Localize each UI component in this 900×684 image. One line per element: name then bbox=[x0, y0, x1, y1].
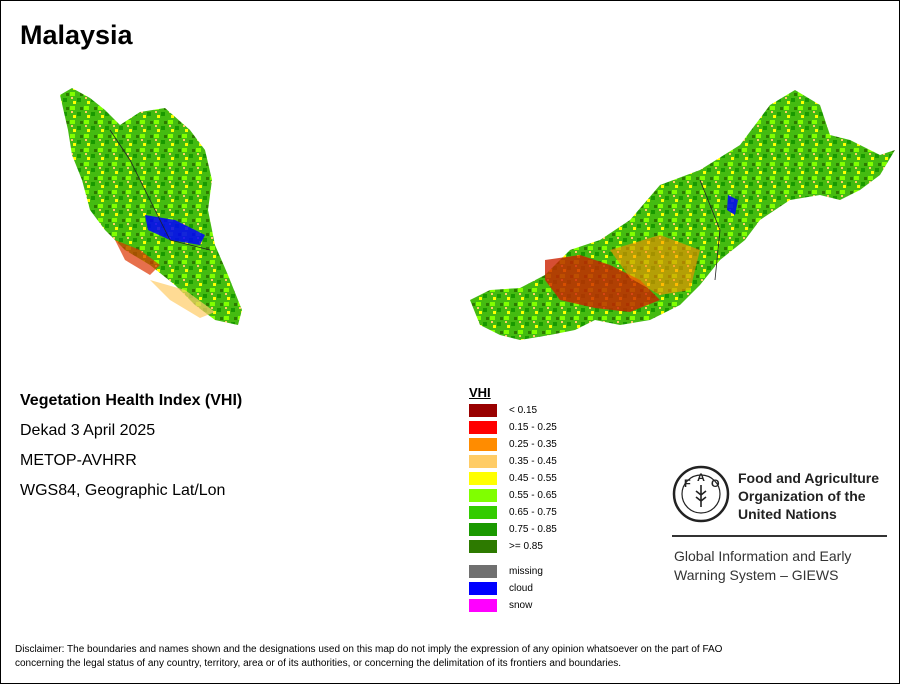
legend-label: 0.25 - 0.35 bbox=[509, 439, 557, 450]
fao-divider bbox=[672, 535, 887, 537]
svg-text:O: O bbox=[711, 478, 720, 490]
legend-label: cloud bbox=[509, 583, 533, 594]
legend-label: 0.45 - 0.55 bbox=[509, 473, 557, 484]
cloud-area-peninsula bbox=[145, 215, 205, 245]
legend-swatch bbox=[469, 523, 497, 536]
map-info: Vegetation Health Index (VHI) Dekad 3 Ap… bbox=[20, 390, 242, 510]
legend-item: 0.75 - 0.85 bbox=[469, 521, 557, 538]
legend-item: 0.45 - 0.55 bbox=[469, 470, 557, 487]
fao-name-line: United Nations bbox=[738, 506, 837, 522]
legend-swatch bbox=[469, 599, 497, 612]
svg-text:F: F bbox=[684, 478, 691, 490]
legend-label: 0.55 - 0.65 bbox=[509, 490, 557, 501]
cloud-area-borneo bbox=[727, 195, 738, 215]
legend-label: >= 0.85 bbox=[509, 541, 543, 552]
legend-label: 0.65 - 0.75 bbox=[509, 507, 557, 518]
moderate-vhi-area-sarawak bbox=[610, 235, 700, 295]
sensor-label: METOP-AVHRR bbox=[20, 452, 137, 469]
legend-item: < 0.15 bbox=[469, 402, 557, 419]
legend-label: 0.15 - 0.25 bbox=[509, 422, 557, 433]
vhi-map bbox=[60, 88, 895, 340]
legend-title: VHI bbox=[469, 385, 491, 400]
map-title: Malaysia bbox=[20, 20, 133, 50]
legend-swatch bbox=[469, 565, 497, 578]
vhi-legend: VHI < 0.15 0.15 - 0.25 0.25 - 0.35 0.35 … bbox=[469, 385, 557, 614]
legend-swatch bbox=[469, 455, 497, 468]
legend-item: >= 0.85 bbox=[469, 538, 557, 555]
giews-line: Warning System – GIEWS bbox=[674, 567, 839, 583]
giews-name: Global Information and Early Warning Sys… bbox=[674, 547, 900, 585]
fao-logo-icon: F A O bbox=[672, 465, 730, 523]
giews-line: Global Information and Early bbox=[674, 548, 852, 564]
legend-label: snow bbox=[509, 600, 533, 611]
legend-swatch bbox=[469, 438, 497, 451]
legend-item: 0.65 - 0.75 bbox=[469, 504, 557, 521]
fao-name: Food and Agriculture Organization of the… bbox=[738, 469, 898, 523]
legend-extras: missing cloud snow bbox=[469, 563, 557, 614]
disclaimer-line: Disclaimer: The boundaries and names sho… bbox=[15, 644, 723, 655]
disclaimer-line: concerning the legal status of any count… bbox=[15, 658, 622, 669]
period-label: Dekad 3 April 2025 bbox=[20, 422, 156, 439]
disclaimer: Disclaimer: The boundaries and names sho… bbox=[15, 643, 885, 671]
fao-name-line: Food and Agriculture bbox=[738, 470, 880, 486]
projection-label: WGS84, Geographic Lat/Lon bbox=[20, 482, 226, 499]
borneo-malaysia-region bbox=[470, 90, 895, 340]
fao-name-line: Organization of the bbox=[738, 488, 866, 504]
legend-label: missing bbox=[509, 566, 543, 577]
legend-classes: < 0.15 0.15 - 0.25 0.25 - 0.35 0.35 - 0.… bbox=[469, 402, 557, 555]
legend-item: 0.55 - 0.65 bbox=[469, 487, 557, 504]
moderate-vhi-area-peninsula bbox=[150, 280, 215, 318]
legend-item: cloud bbox=[469, 580, 557, 597]
low-vhi-area-sarawak bbox=[545, 255, 660, 312]
legend-item: missing bbox=[469, 563, 557, 580]
peninsular-malaysia-region bbox=[60, 88, 242, 325]
low-vhi-area-peninsula bbox=[115, 240, 160, 275]
legend-label: < 0.15 bbox=[509, 405, 538, 416]
legend-swatch bbox=[469, 582, 497, 595]
index-name: Vegetation Health Index (VHI) bbox=[20, 392, 243, 409]
legend-item: snow bbox=[469, 597, 557, 614]
legend-label: 0.75 - 0.85 bbox=[509, 524, 557, 535]
legend-swatch bbox=[469, 421, 497, 434]
legend-item: 0.15 - 0.25 bbox=[469, 419, 557, 436]
admin-boundaries bbox=[109, 129, 721, 281]
legend-swatch bbox=[469, 472, 497, 485]
legend-item: 0.25 - 0.35 bbox=[469, 436, 557, 453]
legend-swatch bbox=[469, 506, 497, 519]
legend-swatch bbox=[469, 404, 497, 417]
legend-swatch bbox=[469, 540, 497, 553]
legend-swatch bbox=[469, 489, 497, 502]
legend-label: 0.35 - 0.45 bbox=[509, 456, 557, 467]
legend-item: 0.35 - 0.45 bbox=[469, 453, 557, 470]
svg-text:A: A bbox=[697, 472, 705, 484]
